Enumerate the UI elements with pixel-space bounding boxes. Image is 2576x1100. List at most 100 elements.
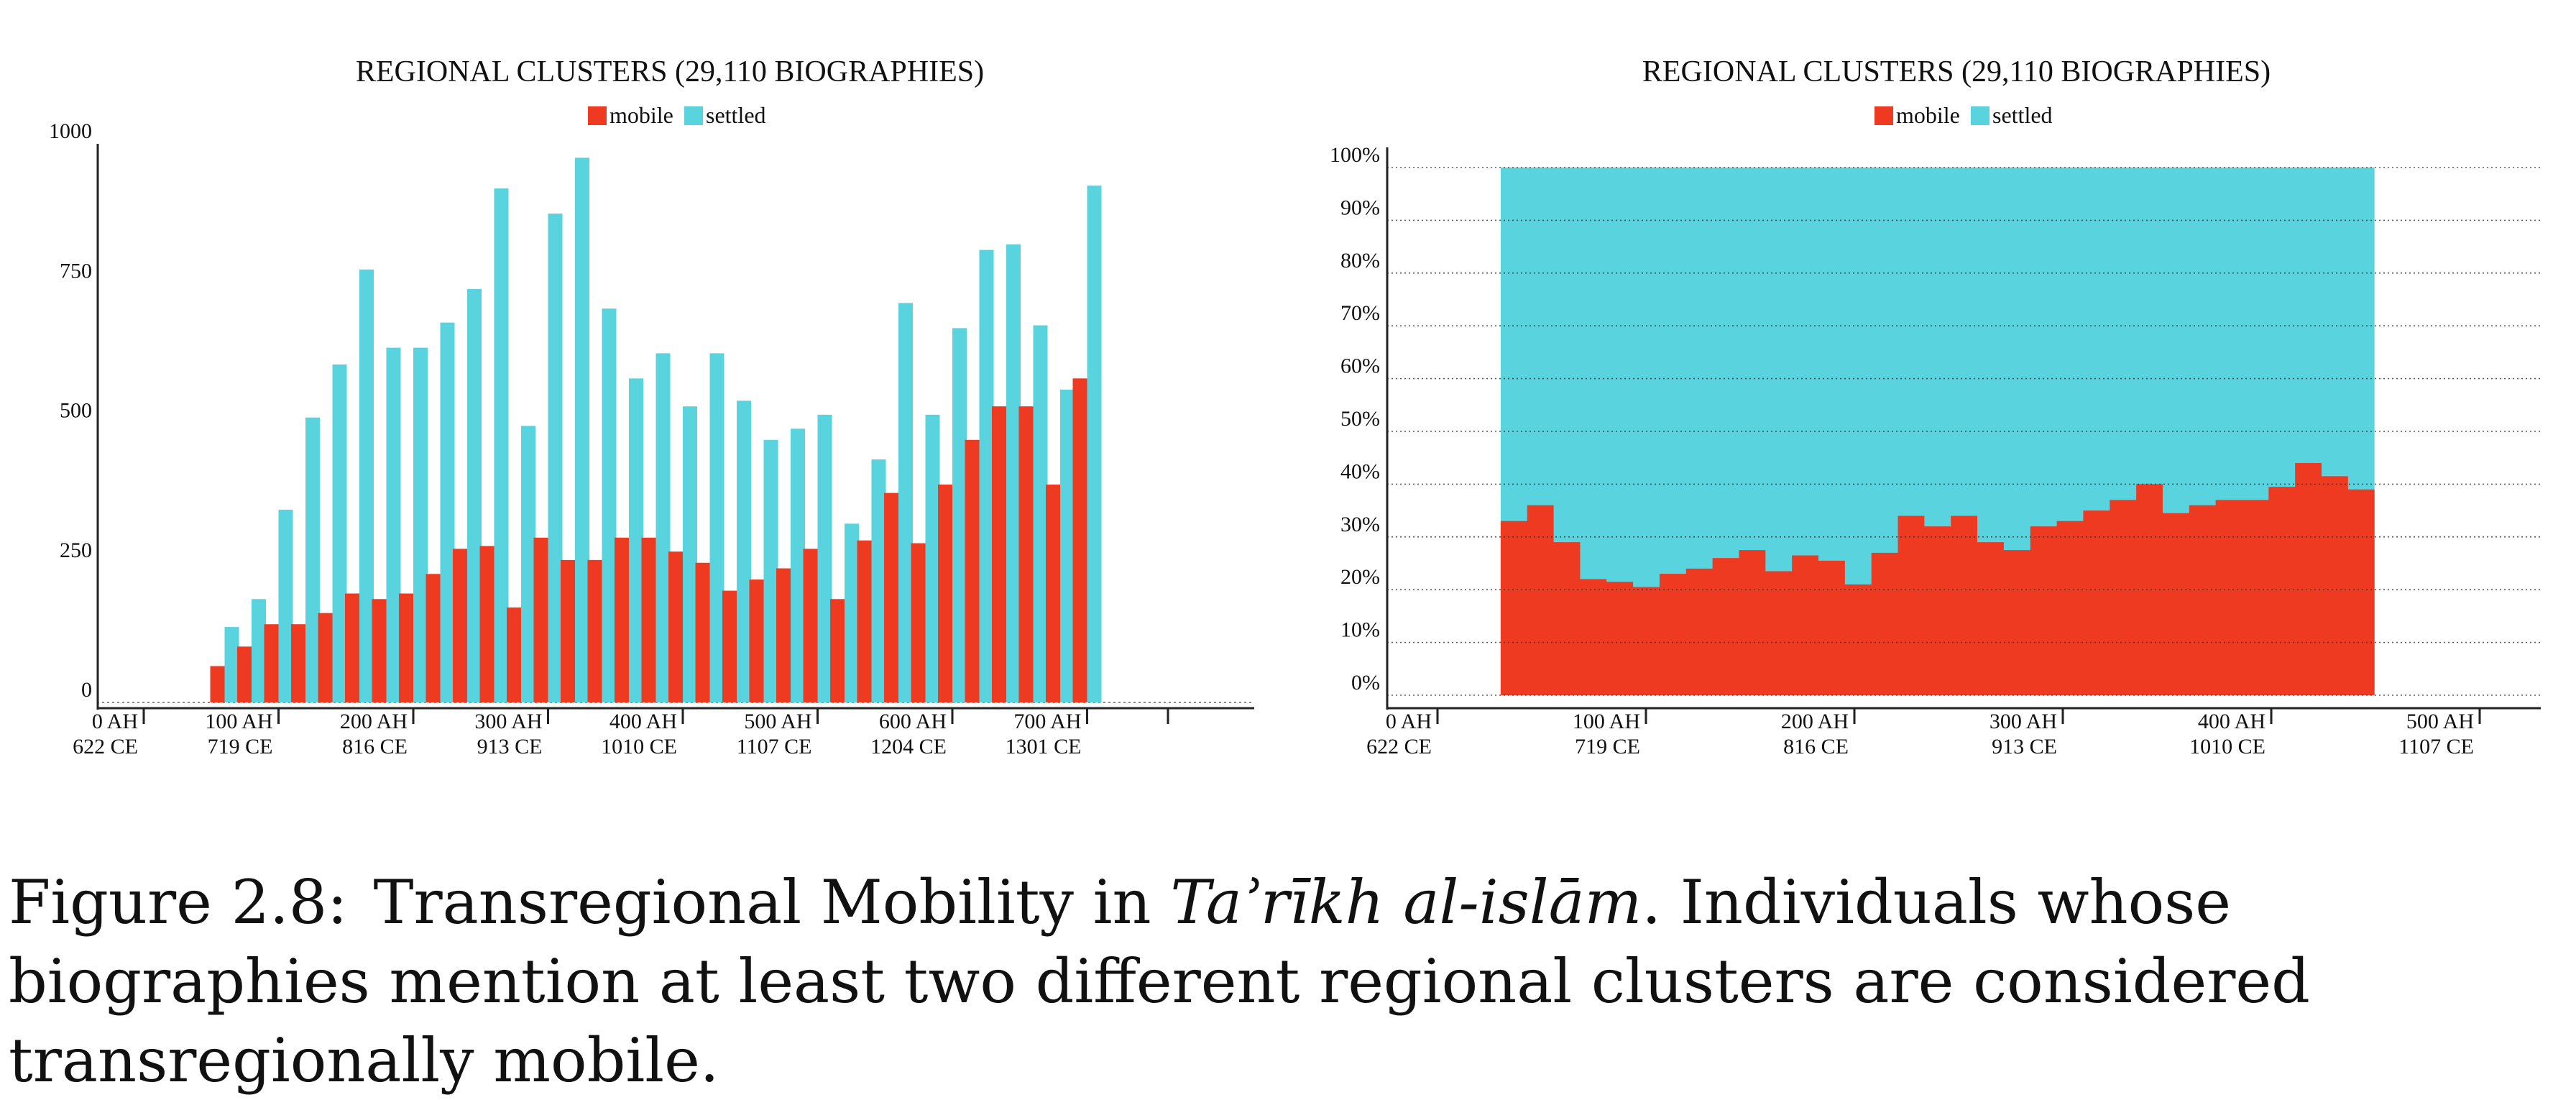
- y-tick-labels: 0 250 500 750 1000: [49, 119, 92, 702]
- bar-settled: [1060, 389, 1075, 702]
- y-tick-label: 100%: [1330, 143, 1380, 167]
- bar-mobile: [210, 666, 225, 702]
- bar-settled: [494, 188, 509, 702]
- bar-settled: [763, 439, 778, 702]
- x-tick-label-ce: 913 CE: [1992, 735, 2057, 758]
- x-tick-label-ce: 1107 CE: [2398, 735, 2474, 758]
- y-tick-labels: 0% 10% 20% 30% 40% 50% 60% 70% 80% 90% 100%: [1330, 143, 1380, 695]
- bar-settled: [1033, 325, 1048, 702]
- x-tick-label-ce: 913 CE: [477, 735, 543, 758]
- bar-mobile: [884, 492, 898, 702]
- y-tick-label: 750: [60, 259, 92, 283]
- legend: mobile settled: [1874, 102, 2053, 128]
- bar-settled: [359, 269, 374, 702]
- x-tick-label-ce: 816 CE: [342, 735, 408, 758]
- bar-mobile: [237, 646, 252, 702]
- bar-mobile: [803, 549, 818, 702]
- legend-swatch-mobile: [1874, 106, 1893, 125]
- bar-settled: [1006, 244, 1021, 702]
- legend-label-settled: settled: [706, 102, 766, 128]
- bar-settled: [252, 599, 266, 702]
- x-tick-label-ce: 719 CE: [1575, 735, 1640, 758]
- x-tick-label-ah: 200 AH: [1781, 710, 1849, 733]
- bar-mobile: [264, 624, 279, 702]
- bar-mobile: [992, 406, 1006, 702]
- bar-mobile: [749, 579, 764, 702]
- bar-mobile: [830, 599, 845, 702]
- bar-mobile: [507, 607, 521, 702]
- areas: [1500, 168, 2375, 695]
- x-tick-label-ce: 1010 CE: [2189, 735, 2266, 758]
- bar-settled: [925, 414, 940, 702]
- axes: [1386, 147, 2541, 710]
- bar-mobile: [318, 613, 333, 702]
- bar-mobile: [857, 540, 872, 702]
- x-tick-label-ah: 0 AH: [92, 710, 138, 733]
- bar-settled: [305, 417, 320, 702]
- bar-mobile: [1018, 406, 1034, 702]
- caption-text-before-title: Transregional Mobility in: [373, 867, 1151, 938]
- x-tick-label-ah: 700 AH: [1013, 710, 1081, 733]
- bar-settled: [871, 459, 886, 702]
- figure-label: Figure 2.8:: [9, 867, 348, 938]
- legend-swatch-settled: [684, 106, 703, 125]
- bar-mobile: [372, 599, 387, 702]
- y-tick-label: 70%: [1340, 301, 1380, 325]
- bar-settled: [278, 509, 293, 702]
- x-tick-label-ah: 0 AH: [1386, 710, 1432, 733]
- bar-settled: [656, 353, 671, 702]
- bar-settled: [467, 289, 482, 702]
- bar-mobile: [1072, 378, 1087, 702]
- bar-settled: [386, 347, 401, 702]
- x-tick-label-ce: 1107 CE: [737, 735, 812, 758]
- legend-label-mobile: mobile: [1896, 102, 1960, 128]
- bar-mobile: [291, 624, 305, 702]
- bar-mobile: [615, 537, 629, 702]
- legend: mobile settled: [588, 102, 766, 128]
- bar-mobile: [938, 484, 952, 702]
- x-tick-label-ah: 400 AH: [2198, 710, 2266, 733]
- y-tick-label: 0: [81, 678, 92, 702]
- bar-settled: [629, 378, 643, 702]
- x-tick-label-ah: 100 AH: [1573, 710, 1640, 733]
- bar-settled: [898, 303, 913, 702]
- chart-title: REGIONAL CLUSTERS (29,110 BIOGRAPHIES): [1642, 55, 2271, 88]
- bar-settled: [521, 426, 535, 702]
- bar-settled: [979, 249, 994, 702]
- x-tick-label-ah: 300 AH: [474, 710, 542, 733]
- bars: [210, 157, 1102, 703]
- x-tick-label-ce: 816 CE: [1783, 735, 1849, 758]
- bar-settled: [224, 627, 239, 702]
- bar-mobile: [722, 590, 737, 702]
- x-tick-label-ah: 600 AH: [879, 710, 947, 733]
- legend-swatch-settled: [1971, 106, 1990, 125]
- bar-settled: [332, 364, 347, 702]
- y-tick-label: 50%: [1340, 407, 1380, 431]
- bar-mobile: [426, 574, 441, 702]
- bar-mobile: [965, 439, 980, 702]
- figure-caption: Figure 2.8: Transregional Mobility in Taʾ…: [9, 863, 2567, 1100]
- bar-settled: [737, 400, 751, 702]
- bar-mobile: [695, 562, 710, 702]
- y-tick-label: 20%: [1340, 565, 1380, 589]
- legend-label-settled: settled: [1992, 102, 2053, 128]
- bar-mobile: [641, 537, 656, 702]
- x-tick-label-ce: 622 CE: [1366, 735, 1432, 758]
- x-tick-label-ah: 200 AH: [340, 710, 408, 733]
- bar-settled: [817, 414, 832, 702]
- bar-settled: [440, 322, 455, 702]
- bar-mobile: [911, 543, 926, 702]
- x-tick-label-ah: 100 AH: [205, 710, 272, 733]
- bar-settled: [413, 347, 428, 702]
- x-tick-label-ce: 1301 CE: [1006, 735, 1082, 758]
- y-tick-label: 80%: [1340, 249, 1380, 272]
- bar-settled: [1087, 185, 1102, 702]
- y-tick-label: 500: [60, 399, 92, 423]
- axes: [96, 144, 1254, 710]
- area-mobile: [1500, 463, 2375, 695]
- y-tick-label: 40%: [1340, 459, 1380, 483]
- x-tick-label-ah: 300 AH: [1990, 710, 2057, 733]
- bar-mobile: [776, 568, 791, 702]
